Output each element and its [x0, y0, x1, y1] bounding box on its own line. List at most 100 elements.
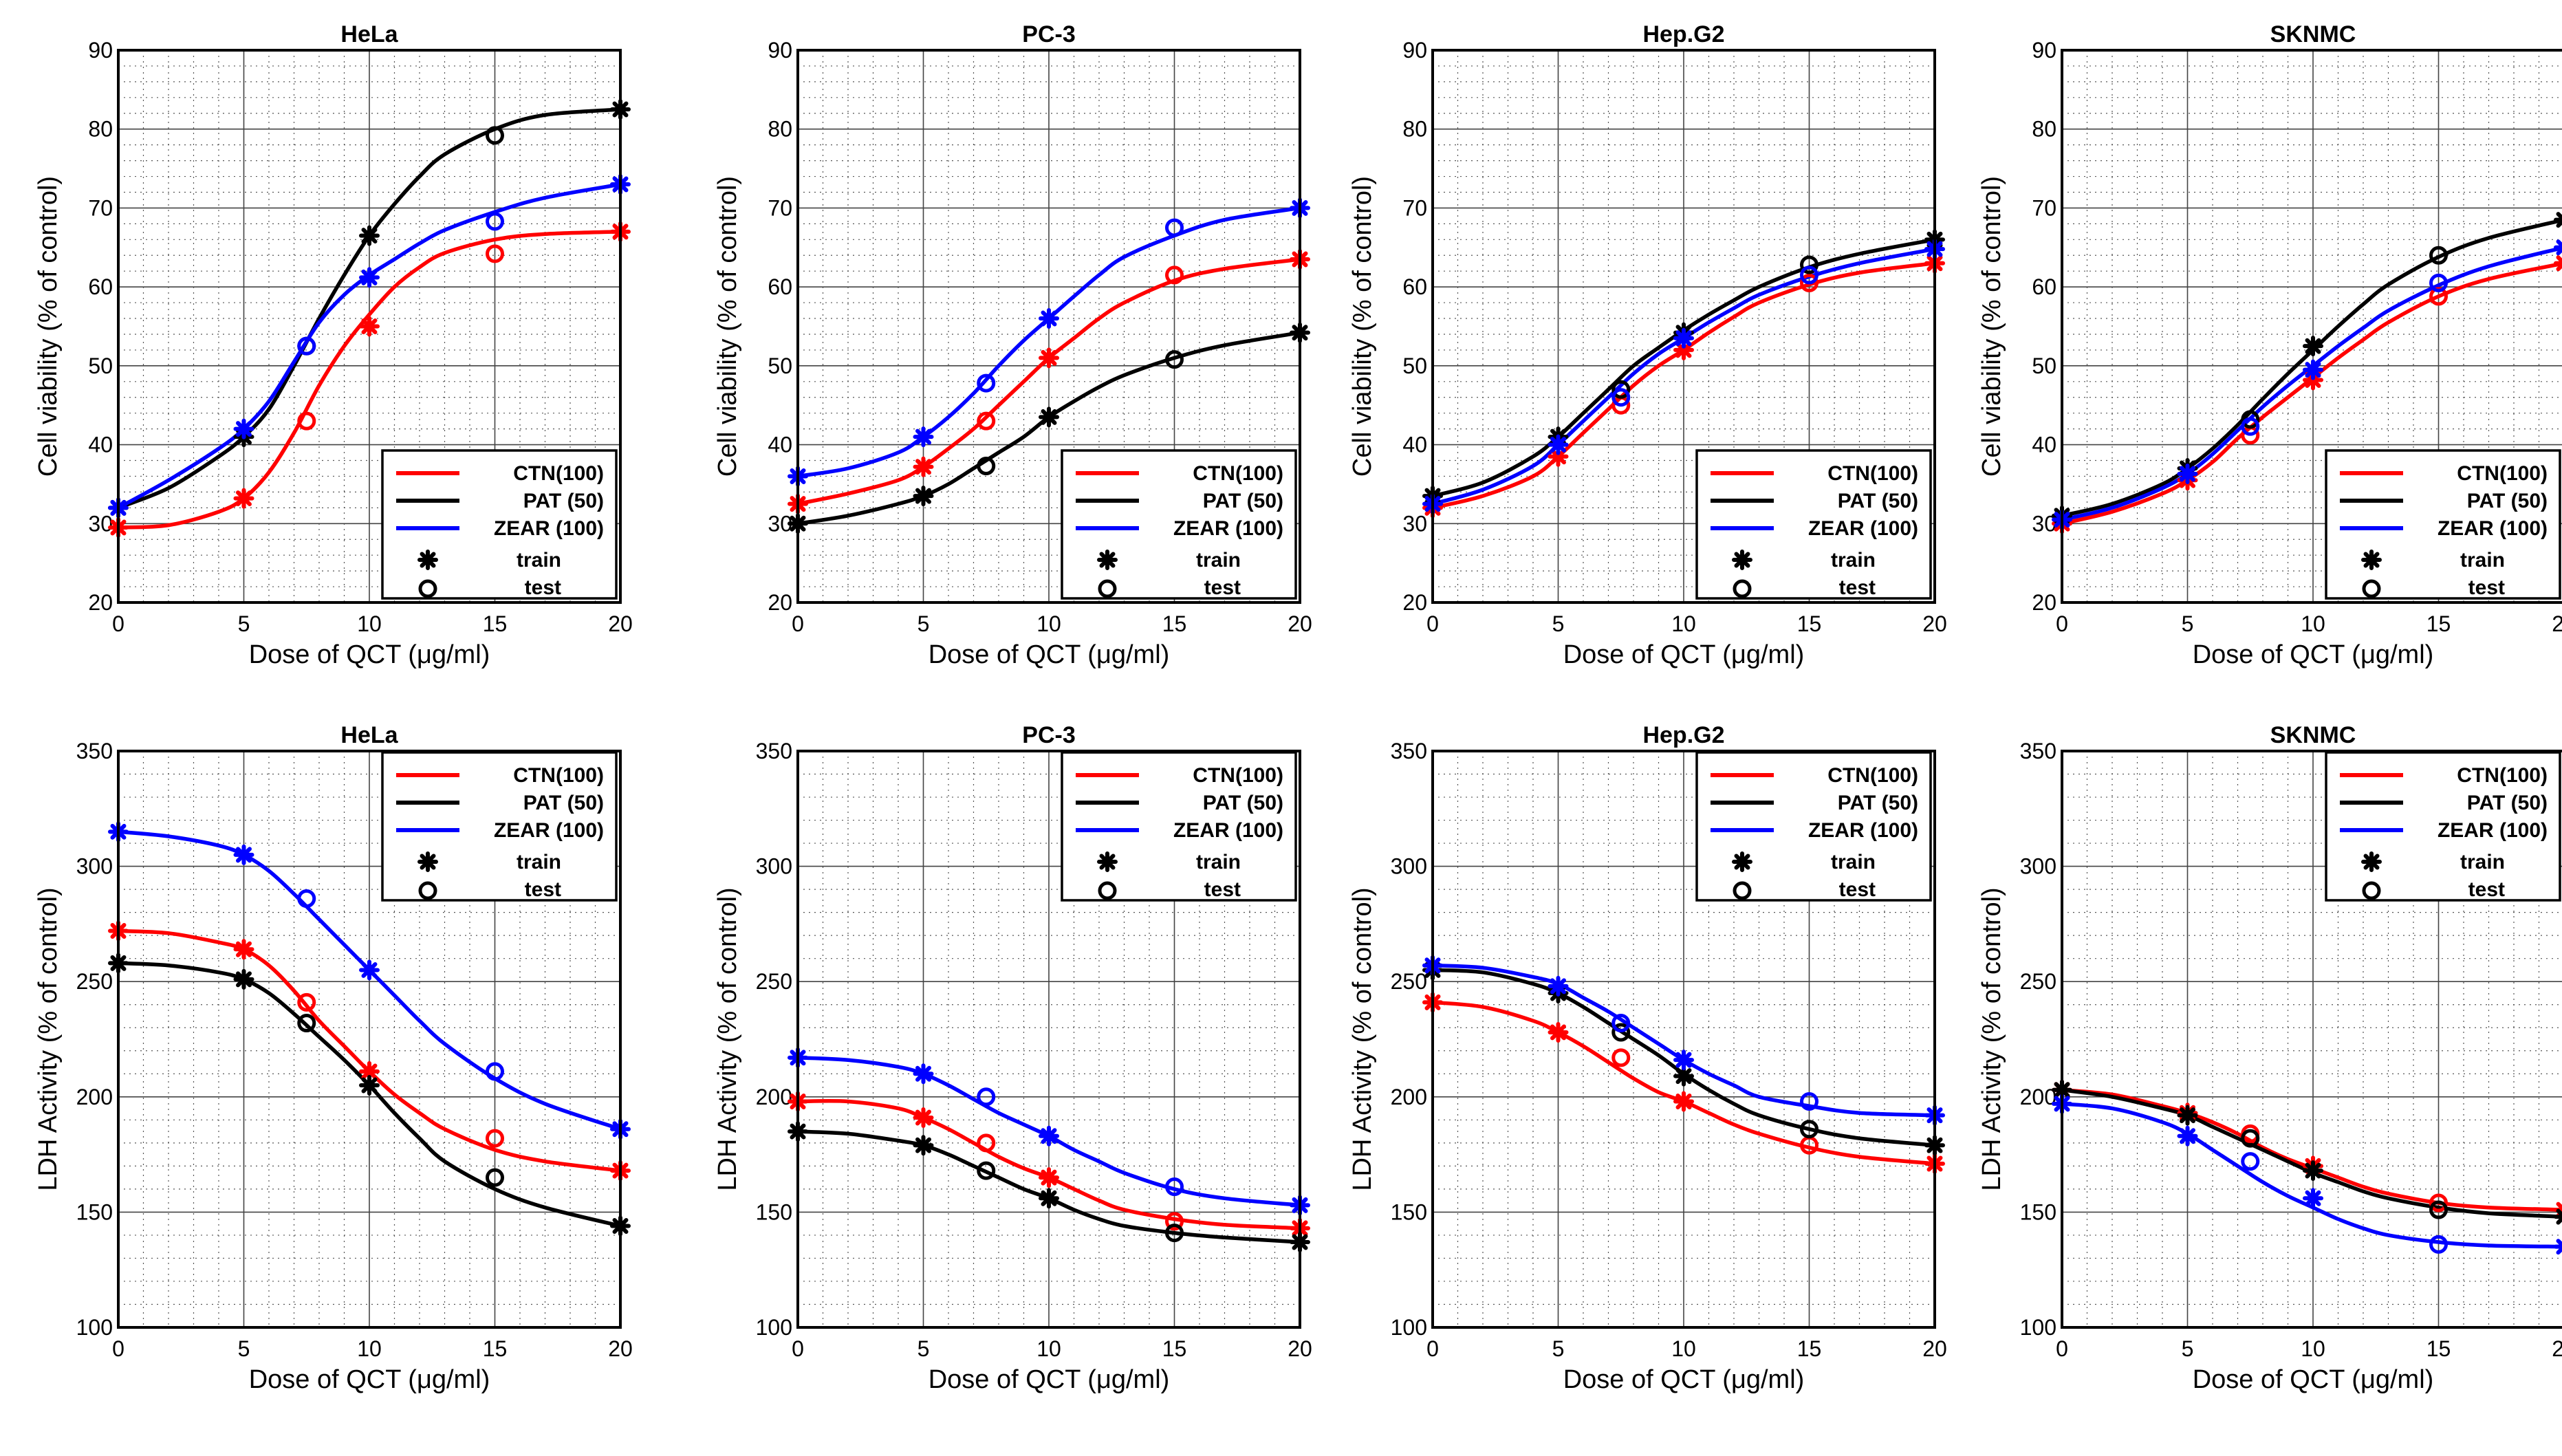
- plot-frame: [1431, 49, 1936, 604]
- y-tick-label: 70: [88, 195, 113, 220]
- legend: CTN(100) PAT (50) ZEAR (100) train test: [381, 751, 618, 902]
- train-point: [1039, 406, 1059, 428]
- x-tick-label: 10: [357, 1336, 382, 1361]
- test-point: [2429, 273, 2448, 292]
- chart-panel: 20 30 40 50 60 70 80 90 0 5 10 15 20 HeLa Dose of QCT …: [34, 21, 633, 669]
- legend-label: train: [1196, 549, 1241, 572]
- series-line: [797, 1098, 1301, 1230]
- y-tick-label: 20: [768, 590, 792, 615]
- train-point: [1039, 1167, 1059, 1188]
- x-tick-label: 0: [1426, 611, 1439, 636]
- legend-label: train: [2460, 549, 2505, 572]
- test-point: [297, 992, 316, 1012]
- legend-label: test: [525, 878, 561, 901]
- plot-frame: [2061, 49, 2562, 604]
- y-tick-label: 300: [76, 854, 113, 879]
- y-tick-label: 70: [1402, 195, 1427, 220]
- legend-test-marker: [1098, 579, 1117, 598]
- y-tick-label: 250: [76, 969, 113, 994]
- legend-train-marker: [1097, 550, 1118, 570]
- train-point: [233, 488, 254, 509]
- train-point: [233, 968, 254, 990]
- y-tick-label: 80: [768, 117, 792, 142]
- plot-frame: [117, 49, 622, 604]
- x-axis-label: Dose of QCT (μg/ml): [1563, 1365, 1805, 1394]
- train-point: [913, 1135, 934, 1156]
- y-axis-label: Cell viability (% of control): [34, 176, 63, 477]
- test-point: [1165, 265, 1184, 285]
- y-tick-label: 300: [1391, 854, 1427, 879]
- y-tick-label: 90: [88, 38, 113, 63]
- y-tick-label: 30: [88, 511, 113, 536]
- legend-label: test: [1204, 576, 1241, 599]
- y-tick-label: 100: [2020, 1315, 2056, 1340]
- y-tick-label: 150: [2020, 1199, 2056, 1224]
- x-axis-label: Dose of QCT (μg/ml): [249, 640, 490, 669]
- test-point: [1800, 1092, 1819, 1111]
- legend-label: ZEAR (100): [494, 819, 604, 842]
- series-line: [118, 928, 621, 1173]
- series-line: [2061, 261, 2562, 525]
- train-point: [2554, 211, 2562, 228]
- y-tick-label: 40: [1402, 433, 1427, 457]
- series-group: [788, 197, 1310, 534]
- plot-frame: [117, 750, 622, 1329]
- train-point: [1039, 308, 1059, 329]
- test-point: [977, 411, 996, 431]
- legend-label: test: [2468, 576, 2505, 599]
- x-tick-label: 5: [1552, 611, 1565, 636]
- train-point: [1548, 975, 1569, 997]
- legend-train-marker: [417, 550, 438, 570]
- train-point: [913, 426, 934, 448]
- plot-frame: [796, 750, 1301, 1329]
- plot-frame: [796, 49, 1301, 604]
- chart-panel: 20 30 40 50 60 70 80 90 0 5 10 15 20 Hep.G2 Dose of QC…: [1348, 21, 1947, 669]
- legend: CTN(100) PAT (50) ZEAR (100) train test: [2325, 449, 2561, 600]
- x-axis-label: Dose of QCT (μg/ml): [2193, 640, 2434, 669]
- x-tick-label: 10: [1671, 1336, 1696, 1361]
- train-point: [359, 316, 380, 337]
- legend-label: ZEAR (100): [494, 517, 604, 540]
- y-tick-label: 60: [1402, 274, 1427, 299]
- legend-label: PAT (50): [1203, 792, 1283, 814]
- x-tick-label: 20: [1288, 611, 1312, 636]
- y-tick-label: 150: [1391, 1199, 1427, 1224]
- y-tick-label: 60: [2032, 274, 2056, 299]
- y-tick-label: 50: [1402, 354, 1427, 378]
- y-tick-label: 350: [1391, 739, 1427, 763]
- test-point: [1800, 265, 1819, 285]
- chart-panel: 100 150 200 250 300 350 0 5 10 15 20 HeLa Dose of QC…: [34, 722, 633, 1394]
- series-line: [2061, 218, 2562, 518]
- y-tick-label: 150: [756, 1199, 792, 1224]
- chart-title: HeLa: [340, 21, 398, 47]
- train-point: [2554, 1208, 2562, 1226]
- x-tick-label: 20: [2552, 611, 2562, 636]
- plot-frame: [2061, 750, 2562, 1329]
- chart-title: SKNMC: [2270, 722, 2356, 748]
- y-tick-label: 40: [768, 433, 792, 457]
- x-tick-label: 10: [2301, 1336, 2325, 1361]
- y-tick-label: 100: [1391, 1315, 1427, 1340]
- legend-label: test: [1839, 576, 1876, 599]
- y-tick-label: 250: [756, 969, 792, 994]
- y-axis-label: Cell viability (% of control): [713, 176, 742, 477]
- legend-label: ZEAR (100): [2438, 819, 2548, 842]
- y-tick-label: 20: [88, 590, 113, 615]
- y-tick-label: 80: [2032, 117, 2056, 142]
- test-point: [977, 373, 996, 393]
- legend: CTN(100) PAT (50) ZEAR (100) train test: [1061, 449, 1297, 600]
- series-group: [2052, 1079, 2562, 1255]
- series-line: [797, 1129, 1301, 1244]
- legend-label: CTN(100): [1827, 462, 1918, 485]
- test-point: [486, 212, 504, 231]
- train-point: [913, 486, 934, 507]
- legend-label: PAT (50): [2467, 490, 2548, 512]
- train-point: [2177, 1105, 2198, 1126]
- legend: CTN(100) PAT (50) ZEAR (100) train test: [2325, 751, 2561, 902]
- x-tick-label: 15: [1797, 1336, 1822, 1361]
- y-axis-label: Cell viability (% of control): [1348, 176, 1377, 477]
- train-point: [2554, 254, 2562, 272]
- y-tick-label: 60: [88, 274, 113, 299]
- test-point: [486, 1129, 504, 1148]
- x-tick-label: 20: [608, 611, 633, 636]
